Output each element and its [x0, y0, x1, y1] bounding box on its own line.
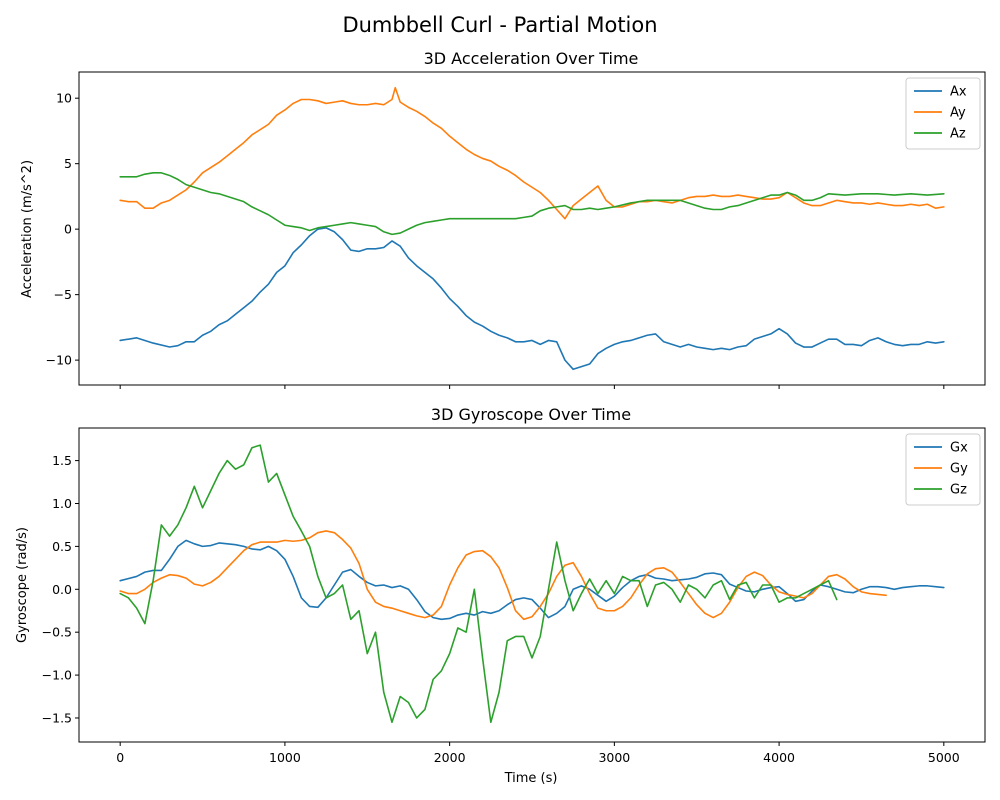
acceleration-y-tick-label: 10 [56, 91, 72, 106]
gyroscope-y-tick-label: 1.0 [52, 496, 72, 511]
series-line-gy [119, 530, 887, 621]
gyroscope-chart: 3D Gyroscope Over Time Gyroscope (rad/s)… [15, 405, 986, 786]
gyroscope-x-axis-label: Time (s) [504, 771, 558, 786]
acceleration-legend-box [905, 77, 981, 150]
legend-label-ax: Ax [950, 85, 967, 100]
gyroscope-y-tick-label: −0.5 [42, 625, 72, 640]
acceleration-y-tick-label: −5 [54, 287, 72, 302]
legend-label-gz: Gz [950, 483, 967, 498]
gyroscope-x-tick-label: 2000 [434, 750, 466, 765]
series-line-gz [119, 444, 838, 724]
gyroscope-axes-frame [78, 427, 986, 743]
series-line-az [119, 172, 945, 236]
gyroscope-y-tick-label: −1.0 [42, 668, 72, 683]
legend-label-gx: Gx [950, 441, 968, 456]
acceleration-chart-title: 3D Acceleration Over Time [424, 49, 639, 68]
gyroscope-x-tick-label: 3000 [598, 750, 630, 765]
gyroscope-y-tick-label: 1.5 [52, 453, 72, 468]
acceleration-chart: 3D Acceleration Over Time Acceleration (… [20, 49, 986, 389]
gyroscope-x-tick-label: 4000 [763, 750, 795, 765]
acceleration-y-axis-label: Acceleration (m/s^2) [20, 160, 35, 298]
gyroscope-y-tick-label: 0.5 [52, 539, 72, 554]
series-line-ay [119, 86, 945, 220]
gyroscope-plot-area: 0 1000 2000 3000 4000 5000 −1.5 −1.0 −0.5 0.0 0.5 1… [42, 427, 986, 765]
legend-label-az: Az [950, 127, 966, 142]
acceleration-y-tick-label: 5 [64, 156, 72, 171]
gyroscope-y-axis-label: Gyroscope (rad/s) [15, 527, 30, 643]
gyroscope-y-tick-label: −1.5 [42, 710, 72, 725]
gyroscope-legend-box [905, 433, 981, 506]
legend-label-gy: Gy [950, 462, 968, 477]
gyroscope-chart-title: 3D Gyroscope Over Time [431, 405, 631, 424]
acceleration-axes-frame [78, 71, 986, 386]
legend-label-ay: Ay [950, 106, 966, 121]
gyroscope-x-tick-label: 5000 [928, 750, 960, 765]
acceleration-y-tick-label: 0 [64, 222, 72, 237]
acceleration-legend: Ax Ay Az [905, 77, 981, 150]
acceleration-y-tick-label: −10 [46, 353, 72, 368]
gyroscope-legend: Gx Gy Gz [905, 433, 981, 506]
gyroscope-x-tick-label: 1000 [269, 750, 301, 765]
gyroscope-y-tick-label: 0.0 [52, 582, 72, 597]
figure-suptitle: Dumbbell Curl - Partial Motion [342, 13, 657, 37]
gyroscope-x-tick-label: 0 [116, 750, 124, 765]
series-line-ax [119, 227, 945, 371]
acceleration-plot-area: −10 −5 0 5 10 [46, 71, 986, 389]
